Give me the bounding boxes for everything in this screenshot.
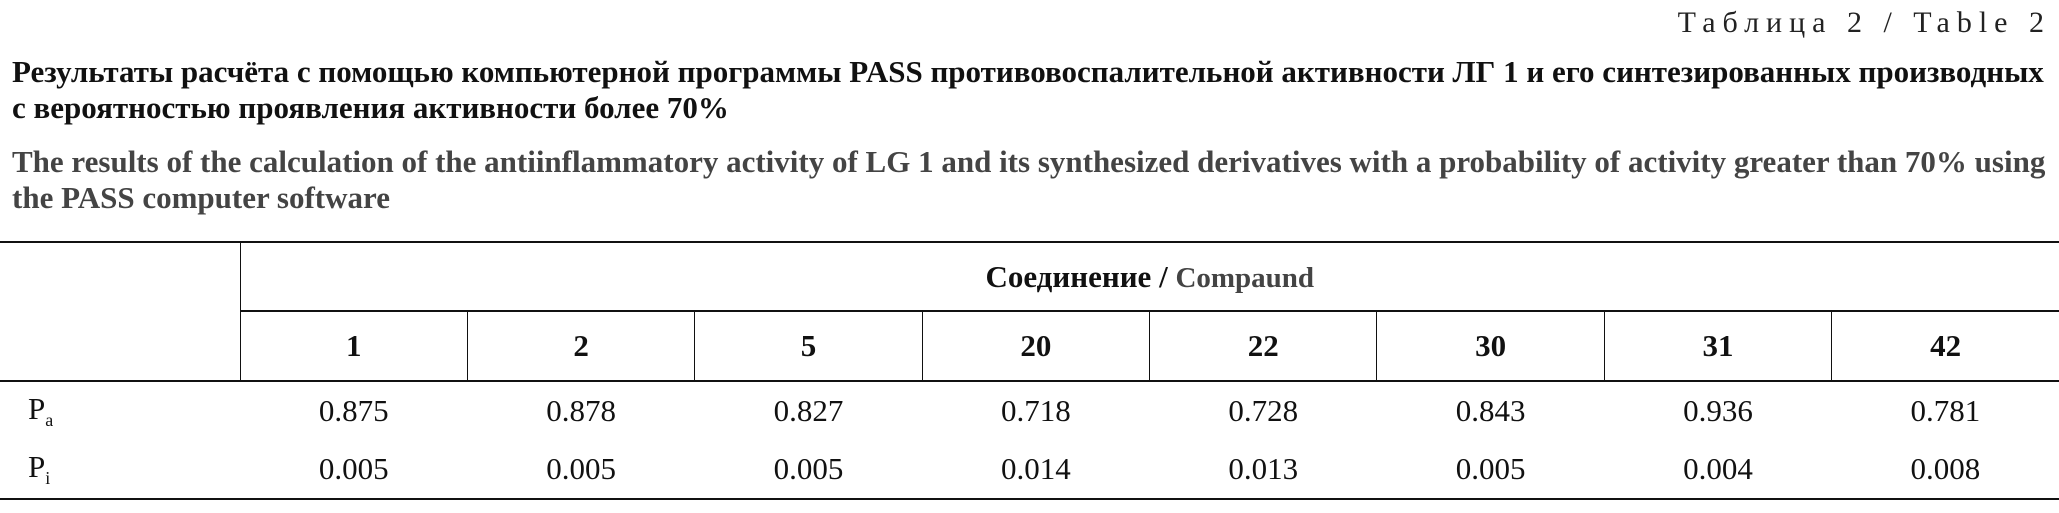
column-header: 42 (1831, 310, 2059, 381)
empty-cell (0, 311, 240, 381)
title-en: The results of the calculation of the an… (12, 144, 2046, 215)
table-body: Соединение / Compaund 1 2 5 20 22 30 31 42 Pa 0.87… (0, 241, 2059, 500)
value-cell: 0.878 (467, 380, 695, 440)
value-cell: 0.014 (922, 440, 1150, 500)
column-header: 2 (466, 310, 695, 381)
value-cell: 0.005 (694, 440, 923, 500)
value-cell: 0.005 (1376, 440, 1605, 500)
row-name: Pi (0, 440, 240, 500)
group-header-ru: Соединение / (985, 258, 1168, 294)
group-header: Соединение / Compaund (239, 241, 2059, 311)
column-header: 5 (694, 310, 923, 381)
column-header-row: 1 2 5 20 22 30 31 42 (0, 310, 2059, 381)
data-row: Pi 0.005 0.005 0.005 0.014 0.013 0.005 0.004 0.0… (0, 440, 2059, 500)
value-cell: 0.013 (1149, 440, 1377, 500)
table-label: Таблица 2 / Table 2 (1677, 6, 2051, 39)
value-cell: 0.005 (240, 440, 468, 500)
value-cell: 0.781 (1831, 380, 2059, 440)
row-name-main: P (28, 448, 46, 484)
value-cell: 0.004 (1604, 440, 1832, 500)
row-name-sub: a (45, 410, 54, 431)
column-header: 31 (1603, 310, 1832, 381)
empty-cell (0, 241, 240, 311)
value-cell: 0.843 (1376, 380, 1605, 440)
value-cell: 0.827 (694, 380, 923, 440)
title-ru: Результаты расчёта с помощью компьютерно… (12, 54, 2044, 125)
value-cell: 0.008 (1831, 440, 2059, 500)
data-table: Соединение / Compaund 1 2 5 20 22 30 31 42 Pa 0.87… (0, 241, 2059, 500)
row-name-main: P (28, 390, 46, 426)
column-header: 20 (921, 310, 1150, 381)
value-cell: 0.728 (1149, 380, 1377, 440)
column-header: 1 (239, 310, 468, 381)
value-cell: 0.718 (922, 380, 1150, 440)
column-header: 22 (1148, 310, 1377, 381)
group-header-row: Соединение / Compaund (0, 241, 2059, 311)
value-cell: 0.005 (467, 440, 695, 500)
row-name-sub: i (45, 468, 51, 489)
row-name: Pa (0, 380, 240, 440)
column-header: 30 (1376, 310, 1605, 381)
group-header-en: Compaund (1175, 261, 1315, 294)
value-cell: 0.875 (240, 380, 468, 440)
data-row: Pa 0.875 0.878 0.827 0.718 0.728 0.843 0.936 0.7… (0, 380, 2059, 440)
value-cell: 0.936 (1604, 380, 1832, 440)
